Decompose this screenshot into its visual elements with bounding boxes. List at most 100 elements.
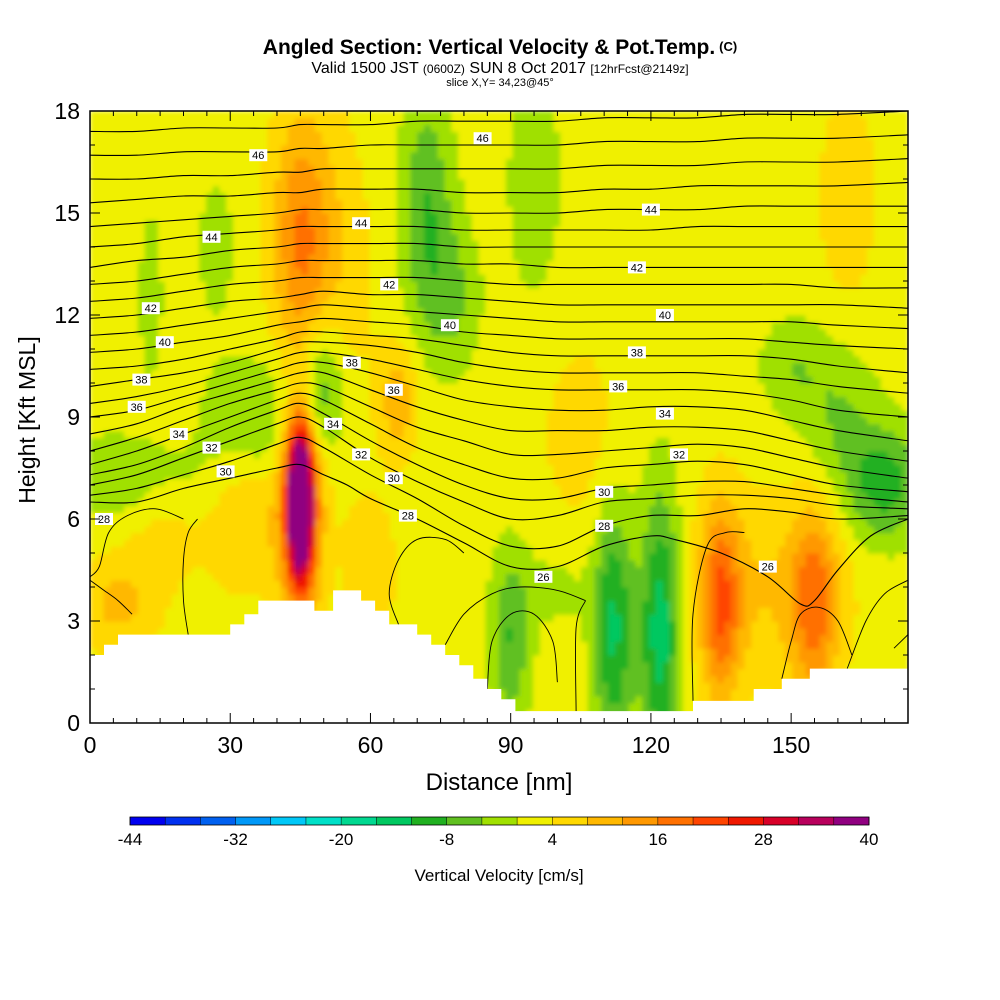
velocity-cell — [260, 512, 268, 520]
velocity-cell — [335, 219, 343, 228]
velocity-cell — [383, 179, 391, 187]
velocity-cell — [171, 532, 180, 540]
velocity-cell — [199, 179, 207, 187]
velocity-cell — [233, 417, 241, 425]
velocity-cell — [349, 342, 357, 350]
velocity-cell — [199, 111, 207, 119]
velocity-cell — [308, 213, 316, 221]
velocity-cell — [335, 539, 343, 547]
velocity-cell — [308, 301, 316, 309]
velocity-cell — [362, 383, 371, 391]
velocity-cell — [362, 553, 371, 561]
velocity-cell — [314, 151, 323, 160]
velocity-cell — [376, 498, 384, 506]
velocity-cell — [144, 498, 152, 506]
velocity-cell — [233, 240, 241, 248]
velocity-cell — [308, 457, 316, 466]
velocity-cell — [233, 525, 241, 534]
velocity-cell — [383, 247, 391, 255]
velocity-cell — [287, 274, 296, 282]
velocity-cell — [328, 573, 336, 581]
velocity-cell — [233, 383, 241, 391]
velocity-cell — [199, 315, 207, 323]
velocity-cell — [151, 124, 159, 132]
velocity-cell — [383, 457, 391, 466]
velocity-cell — [185, 423, 193, 432]
velocity-cell — [239, 389, 248, 398]
velocity-cell — [124, 417, 132, 425]
velocity-cell — [90, 437, 98, 445]
velocity-cell — [430, 301, 439, 309]
velocity-cell — [246, 491, 255, 500]
velocity-cell — [90, 587, 98, 595]
velocity-cell — [349, 315, 357, 323]
velocity-cell — [90, 566, 98, 574]
velocity-cell — [314, 471, 323, 479]
velocity-cell — [274, 546, 282, 554]
velocity-cell — [342, 457, 350, 466]
velocity-cell — [328, 403, 336, 411]
velocity-cell — [335, 111, 343, 119]
velocity-cell — [410, 471, 418, 479]
velocity-cell — [294, 226, 302, 234]
velocity-cell — [239, 111, 248, 119]
velocity-cell — [362, 566, 371, 574]
velocity-cell — [328, 457, 336, 466]
velocity-cell — [124, 165, 132, 173]
velocity-cell — [130, 321, 139, 330]
velocity-cell — [151, 525, 159, 534]
velocity-cell — [362, 213, 371, 221]
velocity-cell — [212, 111, 221, 119]
velocity-cell — [253, 131, 262, 139]
velocity-cell — [383, 151, 391, 160]
velocity-cell — [144, 138, 152, 146]
velocity-cell — [226, 505, 234, 513]
velocity-cell — [362, 172, 371, 180]
velocity-cell — [369, 519, 377, 527]
velocity-cell — [137, 349, 146, 357]
velocity-cell — [185, 355, 193, 364]
velocity-cell — [274, 417, 282, 425]
velocity-cell — [417, 172, 425, 180]
velocity-cell — [321, 281, 330, 289]
velocity-cell — [321, 294, 330, 302]
velocity-cell — [219, 185, 227, 194]
velocity-cell — [267, 566, 275, 574]
velocity-cell — [328, 213, 336, 221]
velocity-cell — [437, 607, 446, 615]
velocity-cell — [355, 260, 364, 268]
velocity-cell — [219, 321, 227, 330]
velocity-cell — [151, 287, 159, 296]
velocity-cell — [124, 423, 132, 432]
velocity-cell — [171, 335, 180, 343]
velocity-cell — [410, 498, 418, 506]
velocity-cell — [335, 546, 343, 554]
velocity-cell — [403, 532, 411, 540]
velocity-cell — [458, 383, 466, 391]
velocity-cell — [321, 247, 330, 255]
velocity-cell — [151, 498, 159, 506]
velocity-cell — [151, 355, 159, 364]
velocity-cell — [117, 573, 125, 581]
velocity-cell — [335, 369, 343, 377]
velocity-cell — [280, 573, 289, 581]
velocity-cell — [144, 315, 152, 323]
velocity-cell — [219, 267, 227, 275]
velocity-cell — [226, 342, 234, 350]
velocity-cell — [212, 349, 221, 357]
velocity-cell — [424, 553, 432, 561]
velocity-cell — [308, 376, 316, 384]
velocity-cell — [369, 505, 377, 513]
velocity-cell — [90, 226, 98, 234]
velocity-cell — [226, 274, 234, 282]
velocity-cell — [444, 233, 452, 241]
velocity-cell — [124, 349, 132, 357]
velocity-cell — [164, 485, 173, 493]
velocity-cell — [144, 206, 152, 214]
velocity-cell — [199, 546, 207, 554]
velocity-cell — [287, 294, 296, 302]
velocity-cell — [342, 498, 350, 506]
velocity-cell — [164, 587, 173, 595]
velocity-cell — [430, 478, 439, 486]
velocity-cell — [437, 451, 446, 459]
